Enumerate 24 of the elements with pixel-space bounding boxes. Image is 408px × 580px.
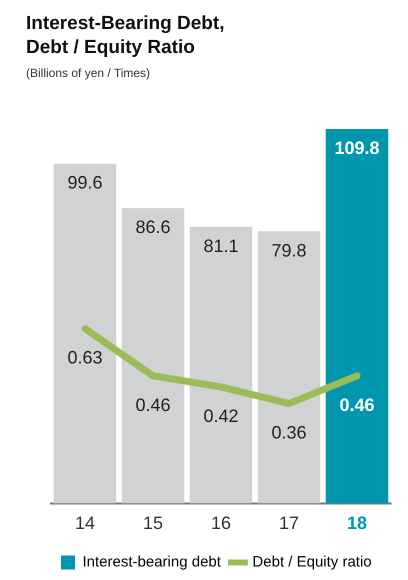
- bar: [258, 231, 320, 504]
- data-label: 0.46: [339, 394, 375, 415]
- data-label: 109.8: [334, 138, 380, 158]
- data-label: 99.6: [67, 172, 103, 193]
- bar: [54, 164, 116, 504]
- data-label: 81.1: [203, 236, 239, 256]
- x-tick-label: 14: [74, 513, 96, 534]
- legend-label: Interest-bearing debt: [82, 554, 222, 571]
- legend-label: Debt / Equity ratio: [252, 554, 372, 571]
- bar: [326, 129, 388, 504]
- chart-title: Interest-Bearing Debt, Debt / Equity Ratio: [26, 12, 226, 60]
- data-label: 0.36: [271, 422, 307, 443]
- data-label: 0.63: [67, 348, 103, 368]
- data-label: 86.6: [135, 217, 171, 238]
- x-tick-label: 16: [210, 513, 232, 534]
- x-tick-label: 17: [278, 513, 300, 534]
- bar: [190, 226, 252, 504]
- data-label: 0.46: [135, 394, 171, 415]
- data-label: 79.8: [271, 240, 307, 260]
- bar: [122, 208, 184, 504]
- data-label: 0.42: [203, 406, 239, 426]
- x-tick-label: 15: [142, 513, 164, 534]
- chart-subtitle: (Billions of yen / Times): [26, 66, 152, 80]
- x-tick-label: 18: [346, 513, 368, 534]
